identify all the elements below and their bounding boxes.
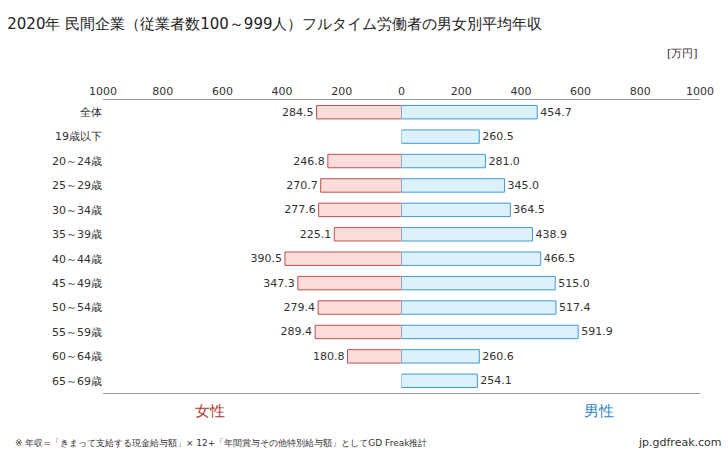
svg-text:600: 600: [570, 85, 591, 98]
svg-text:260.6: 260.6: [482, 350, 513, 363]
svg-text:200: 200: [451, 85, 472, 98]
svg-text:364.5: 364.5: [513, 203, 545, 216]
svg-text:jp.gdfreak.com: jp.gdfreak.com: [638, 436, 722, 449]
svg-text:454.7: 454.7: [540, 106, 572, 119]
svg-text:347.3: 347.3: [263, 277, 295, 290]
svg-text:260.5: 260.5: [482, 130, 514, 143]
svg-text:男性: 男性: [584, 402, 614, 420]
svg-text:35～39歳: 35～39歳: [52, 228, 102, 241]
svg-text:277.6: 277.6: [284, 203, 316, 216]
svg-text:19歳以下: 19歳以下: [55, 130, 102, 143]
svg-text:20～24歳: 20～24歳: [52, 155, 102, 168]
svg-text:438.9: 438.9: [536, 228, 568, 241]
svg-text:2020年 民間企業（従業者数100～999人）フルタイム労: 2020年 民間企業（従業者数100～999人）フルタイム労働者の男女別平均年収: [7, 15, 542, 33]
svg-text:284.5: 284.5: [282, 106, 314, 119]
svg-text:281.0: 281.0: [488, 155, 520, 168]
svg-text:女性: 女性: [195, 402, 225, 420]
svg-text:517.4: 517.4: [559, 301, 591, 314]
svg-text:254.1: 254.1: [480, 374, 512, 387]
svg-text:65～69歳: 65～69歳: [52, 375, 102, 388]
svg-text:60～64歳: 60～64歳: [52, 350, 102, 363]
svg-text:270.7: 270.7: [286, 179, 318, 192]
svg-text:400: 400: [510, 85, 531, 98]
svg-text:0: 0: [398, 85, 405, 98]
svg-text:390.5: 390.5: [250, 252, 282, 265]
svg-text:※ 年収=「きまって支給する現金給与額」× 12+「年間賞与: ※ 年収=「きまって支給する現金給与額」× 12+「年間賞与その他特別給与額」と…: [15, 438, 427, 448]
svg-text:1000: 1000: [686, 85, 714, 98]
svg-text:466.5: 466.5: [544, 252, 576, 265]
svg-text:800: 800: [630, 85, 651, 98]
svg-text:40～44歳: 40～44歳: [52, 253, 102, 266]
svg-text:全体: 全体: [80, 106, 102, 119]
svg-text:289.4: 289.4: [281, 325, 313, 338]
svg-text:279.4: 279.4: [284, 301, 316, 314]
svg-text:400: 400: [272, 85, 293, 98]
svg-text:180.8: 180.8: [313, 350, 345, 363]
svg-text:600: 600: [212, 85, 233, 98]
svg-text:50～54歳: 50～54歳: [52, 301, 102, 314]
svg-text:225.1: 225.1: [300, 228, 332, 241]
svg-text:1000: 1000: [89, 85, 117, 98]
svg-text:345.0: 345.0: [507, 179, 538, 192]
svg-text:55～59歳: 55～59歳: [52, 326, 102, 339]
svg-text:200: 200: [331, 85, 352, 98]
svg-text:45～49歳: 45～49歳: [52, 277, 102, 290]
svg-text:515.0: 515.0: [558, 277, 590, 290]
svg-text:25～29歳: 25～29歳: [52, 179, 102, 192]
svg-text:246.8: 246.8: [293, 155, 325, 168]
svg-text:30～34歳: 30～34歳: [52, 204, 102, 217]
svg-text:591.9: 591.9: [581, 325, 613, 338]
svg-text:[万円]: [万円]: [667, 47, 698, 60]
svg-text:800: 800: [152, 85, 173, 98]
